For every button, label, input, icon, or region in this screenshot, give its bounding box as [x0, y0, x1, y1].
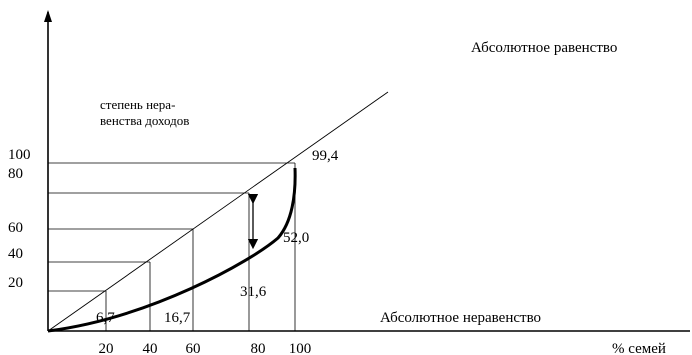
- x-tick-label: 80: [251, 341, 266, 355]
- y-tick-label: 20: [8, 275, 23, 291]
- y-axis-arrow: [44, 10, 52, 22]
- data-label: 31,6: [240, 284, 267, 300]
- data-label: 99,4: [312, 148, 339, 164]
- x-tick-label: 20: [99, 341, 114, 355]
- gap-note-line2: венства доходов: [100, 113, 189, 128]
- equality-line: [47, 91, 389, 332]
- y-tick-label: 100: [8, 147, 31, 163]
- x-tick-label: 40: [143, 341, 158, 355]
- y-tick-label: 60: [8, 220, 23, 236]
- lorenz-curve: [47, 167, 297, 333]
- inequality-annotation: Абсолютное неравенство: [380, 310, 541, 326]
- y-tick-label: 80: [8, 166, 23, 182]
- data-label: 16,7: [164, 310, 191, 326]
- axes: 100 80 60 40 20 20 40 60 80 100: [8, 10, 690, 355]
- labels-layer: Абсолютное равенство Абсолютное неравенс…: [96, 40, 666, 355]
- x-axis-label: % семей: [612, 341, 666, 355]
- data-label: 52,0: [283, 230, 309, 246]
- equality-annotation: Абсолютное равенство: [471, 40, 617, 56]
- x-tick-label: 100: [289, 341, 312, 355]
- x-tick-label: 60: [186, 341, 201, 355]
- y-tick-label: 40: [8, 246, 23, 262]
- gap-note-line1: степень нера-: [100, 97, 175, 112]
- data-label: 6,7: [96, 310, 115, 326]
- guide-lines: [48, 162, 296, 331]
- series-layer: [47, 91, 389, 333]
